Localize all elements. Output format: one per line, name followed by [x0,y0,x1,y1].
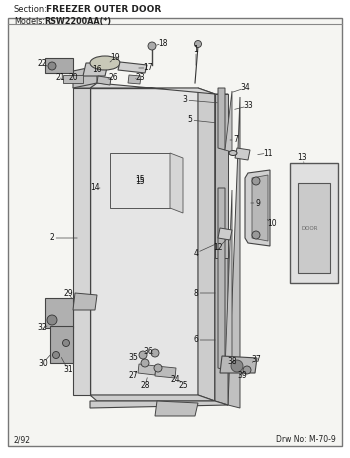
Text: 20: 20 [68,73,78,82]
Circle shape [48,62,56,70]
Text: 33: 33 [243,102,253,110]
Text: 17: 17 [143,64,153,72]
Polygon shape [50,326,73,363]
Polygon shape [170,153,183,213]
Polygon shape [198,88,215,401]
Text: 5: 5 [188,115,193,125]
Polygon shape [138,364,156,375]
Polygon shape [235,148,250,160]
Text: DOOR: DOOR [302,225,318,230]
Text: 16: 16 [92,65,102,75]
Polygon shape [128,75,141,84]
Polygon shape [83,63,108,76]
Text: 24: 24 [170,376,180,385]
Polygon shape [220,356,257,373]
Polygon shape [218,188,225,370]
Circle shape [63,339,70,347]
Text: 3: 3 [183,96,188,104]
Polygon shape [73,66,97,88]
Polygon shape [245,170,270,246]
Text: 9: 9 [256,198,260,207]
Text: 27: 27 [128,371,138,381]
Text: 2/92: 2/92 [14,436,31,445]
Polygon shape [45,298,73,328]
Circle shape [231,360,243,372]
Text: 29: 29 [63,289,73,298]
Polygon shape [215,94,228,258]
Circle shape [141,359,149,367]
Text: 22: 22 [37,59,47,67]
Text: 21: 21 [55,73,65,82]
Text: 15: 15 [135,175,145,185]
Text: 11: 11 [263,148,273,158]
Text: 15: 15 [135,176,145,185]
Polygon shape [290,163,338,283]
Text: 30: 30 [38,359,48,367]
Text: 38: 38 [227,356,237,365]
Polygon shape [155,366,176,378]
Text: 23: 23 [135,73,145,82]
Polygon shape [218,88,225,150]
Text: Section:: Section: [14,5,48,14]
Text: FREEZER OUTER DOOR: FREEZER OUTER DOOR [46,5,161,14]
Polygon shape [90,401,228,408]
Polygon shape [73,293,97,310]
Text: Drw No: M-70-9: Drw No: M-70-9 [276,436,336,445]
Text: Models:: Models: [14,17,45,26]
Text: 12: 12 [213,244,223,252]
Polygon shape [73,88,90,395]
Circle shape [52,351,60,359]
Circle shape [154,364,162,372]
Circle shape [243,366,251,374]
Text: 2: 2 [50,234,54,242]
Text: 32: 32 [37,323,47,333]
Text: 13: 13 [297,153,307,163]
Text: 37: 37 [251,355,261,365]
Polygon shape [90,88,198,395]
Text: 4: 4 [194,249,198,257]
Text: 36: 36 [143,347,153,355]
Ellipse shape [229,151,237,156]
Polygon shape [298,183,330,273]
Text: 6: 6 [194,336,198,344]
Polygon shape [90,395,215,401]
Text: 10: 10 [267,218,277,228]
Text: 39: 39 [237,371,247,381]
Polygon shape [225,190,232,372]
Polygon shape [252,175,268,241]
Polygon shape [215,94,228,405]
Polygon shape [118,62,147,73]
Polygon shape [63,75,83,83]
Text: 35: 35 [128,354,138,362]
Polygon shape [45,58,73,73]
Circle shape [151,349,159,357]
Circle shape [148,42,156,50]
Text: 18: 18 [158,38,168,48]
Text: 28: 28 [140,382,150,391]
Text: RSW2200AA(*): RSW2200AA(*) [44,17,111,26]
Circle shape [252,177,260,185]
Ellipse shape [90,56,120,70]
Text: 25: 25 [178,382,188,391]
Polygon shape [228,97,240,408]
Polygon shape [90,83,215,94]
Polygon shape [73,78,97,88]
Polygon shape [97,76,111,85]
Circle shape [139,351,147,359]
Text: 8: 8 [194,289,198,298]
Polygon shape [215,258,228,405]
Text: 19: 19 [110,54,120,62]
Text: 26: 26 [108,73,118,82]
Text: 14: 14 [90,184,100,192]
Text: 31: 31 [63,365,73,375]
Polygon shape [155,401,198,416]
Text: 7: 7 [233,136,238,145]
Circle shape [195,40,202,48]
Polygon shape [218,228,232,240]
Circle shape [252,231,260,239]
Circle shape [47,315,57,325]
Text: 34: 34 [240,83,250,93]
Text: 1: 1 [194,45,198,55]
Polygon shape [225,91,232,152]
